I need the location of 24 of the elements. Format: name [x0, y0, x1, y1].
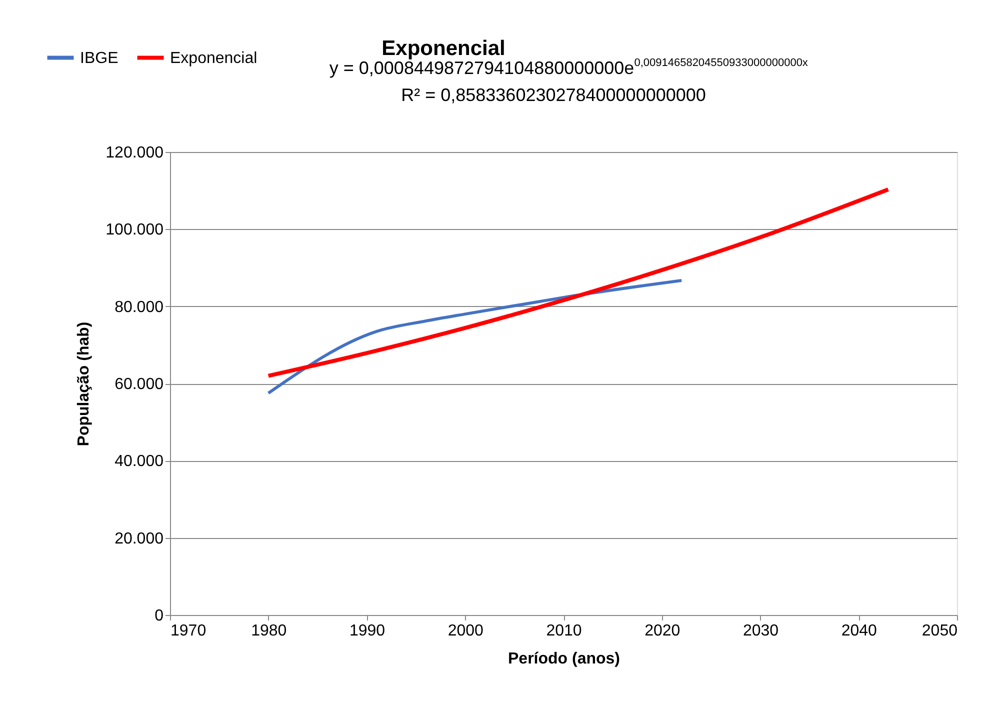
y-tick-label: 0 [154, 608, 164, 624]
x-tick-label: 1990 [349, 622, 386, 640]
x-tick-label: 2040 [841, 622, 878, 640]
y-tick-label: 100.000 [106, 222, 164, 239]
y-tick-label: 80.000 [114, 298, 164, 316]
x-tick-label: 2020 [644, 622, 680, 640]
y-tick-label: 20.000 [114, 530, 164, 548]
y-axis-title: População (hab) [76, 322, 93, 446]
x-axis-title: Período (anos) [508, 650, 620, 668]
line-series [266, 187, 890, 378]
x-tick-label: 1980 [251, 622, 287, 640]
x-tick-label: 2000 [448, 622, 484, 640]
x-tick-label: 1970 [170, 622, 206, 640]
y-tick-label: 60.000 [114, 376, 164, 393]
x-tick-label: 2010 [546, 622, 582, 640]
y-tick-label: 40.000 [114, 453, 164, 470]
line-series [266, 278, 684, 395]
legend-label: IBGE [80, 50, 118, 67]
text: R² = 0,8583360230278400000000000 [401, 85, 706, 105]
x-tick-label: 2050 [922, 622, 958, 640]
y-tick-label: 120.000 [106, 144, 164, 162]
x-tick-label: 2030 [742, 622, 779, 640]
chart-title: Exponencial [382, 37, 506, 60]
legend-label: Exponencial [170, 50, 258, 67]
